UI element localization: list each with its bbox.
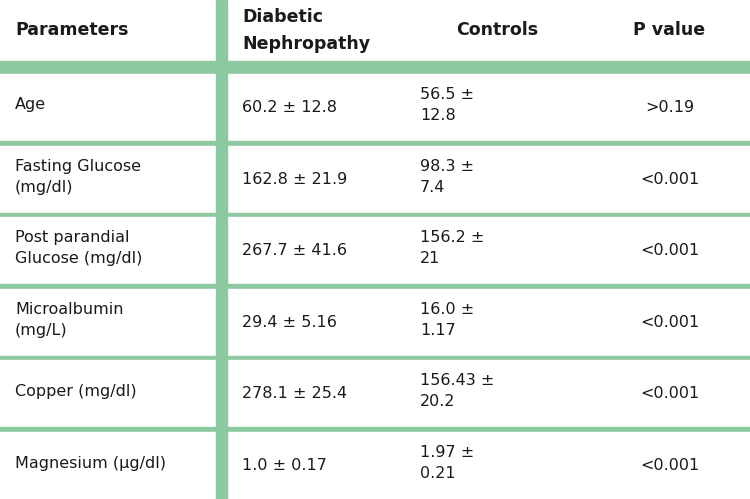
Bar [0,217,750,284]
Bar [0,213,750,217]
Text: <0.001: <0.001 [640,315,699,330]
Bar [0,74,750,141]
Text: Microalbumin
(mg/L): Microalbumin (mg/L) [15,302,124,338]
Text: Fasting Glucose
(mg/dl): Fasting Glucose (mg/dl) [15,159,141,195]
Text: <0.001: <0.001 [640,386,699,401]
Text: 1.0 ± 0.17: 1.0 ± 0.17 [242,458,327,473]
Text: 278.1 ± 25.4: 278.1 ± 25.4 [242,386,347,401]
Text: 156.43 ±
20.2: 156.43 ± 20.2 [420,373,494,410]
Bar [0,284,750,289]
Bar [0,61,750,74]
Text: Magnesium (μg/dl): Magnesium (μg/dl) [15,456,166,471]
Text: 16.0 ±
1.17: 16.0 ± 1.17 [420,302,474,338]
Text: <0.001: <0.001 [640,172,699,187]
Text: Copper (mg/dl): Copper (mg/dl) [15,384,136,399]
Text: 1.97 ±
0.21: 1.97 ± 0.21 [420,445,474,481]
Bar [0,146,750,213]
Text: P value: P value [633,21,706,39]
Text: Post parandial
Glucose (mg/dl): Post parandial Glucose (mg/dl) [15,230,142,266]
Text: 60.2 ± 12.8: 60.2 ± 12.8 [242,100,337,115]
Text: <0.001: <0.001 [640,458,699,473]
Text: >0.19: >0.19 [645,100,694,115]
Text: 156.2 ±
21: 156.2 ± 21 [420,230,484,266]
Text: 267.7 ± 41.6: 267.7 ± 41.6 [242,243,346,258]
Text: 56.5 ±
12.8: 56.5 ± 12.8 [420,87,474,123]
Text: Nephropathy: Nephropathy [242,35,370,53]
Bar [0,0,750,61]
Bar [0,427,750,432]
Bar [216,0,226,499]
Text: Controls: Controls [456,21,538,39]
Text: Age: Age [15,97,46,112]
Bar [0,289,750,356]
Text: 98.3 ±
7.4: 98.3 ± 7.4 [420,159,474,195]
Text: Diabetic: Diabetic [242,8,322,26]
Bar [0,141,750,146]
Bar [0,356,750,360]
Text: 162.8 ± 21.9: 162.8 ± 21.9 [242,172,347,187]
Text: <0.001: <0.001 [640,243,699,258]
Bar [0,360,750,427]
Text: 29.4 ± 5.16: 29.4 ± 5.16 [242,315,337,330]
Text: Parameters: Parameters [15,21,128,39]
Bar [0,432,750,499]
